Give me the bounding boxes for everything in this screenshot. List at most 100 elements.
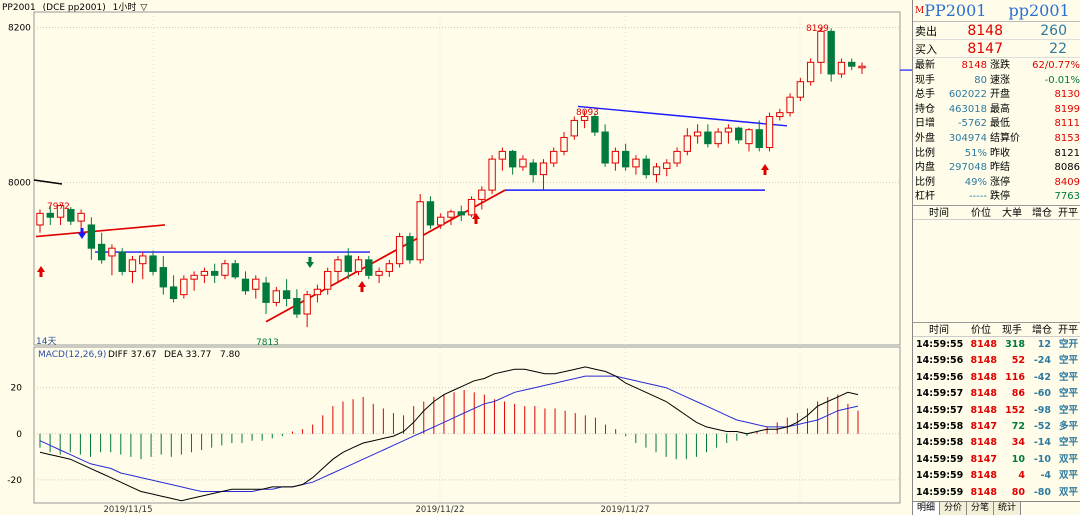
buy-label: 买入: [915, 42, 937, 56]
diff-line: [39, 366, 859, 502]
candle-body: [324, 270, 332, 290]
bottom-tabs: 明细 分价 分笔 统计: [913, 501, 1080, 515]
tick-row: 14:59:59 8148 80 -80 双平: [913, 485, 1080, 501]
stat-value: -5762: [957, 118, 987, 130]
column-header: 价位: [971, 207, 991, 219]
tick-vol: 86: [1011, 388, 1025, 400]
candle-body: [210, 270, 219, 276]
stat-label: 最新: [915, 60, 935, 71]
candle-body: [200, 270, 209, 276]
tick-chg: 12: [1037, 339, 1051, 350]
tick-time: 14:59:57: [916, 404, 964, 416]
tab[interactable]: 分笔: [967, 502, 995, 515]
candle-body: [498, 150, 507, 160]
candle-body: [128, 259, 137, 272]
tick-vol: 116: [1005, 371, 1025, 383]
candle-body: [858, 65, 866, 69]
candle-body: [282, 290, 291, 300]
tick-chg: -98: [1033, 404, 1051, 416]
candle-body: [591, 116, 599, 133]
tick-chg: -10: [1033, 453, 1051, 465]
tab[interactable]: 明细: [913, 502, 941, 515]
stat-label: 杠杆: [915, 191, 935, 203]
stat-value: 8199: [1054, 103, 1080, 115]
price-annotation: 7972: [47, 202, 70, 212]
candle-body: [848, 61, 856, 67]
tick-chg: -80: [1033, 486, 1051, 498]
tick-type: 双平: [1058, 453, 1078, 465]
tick-time: 14:59:58: [916, 420, 964, 432]
candle-body: [334, 259, 342, 272]
tick-chg: -42: [1033, 371, 1051, 383]
candle-body: [262, 282, 270, 303]
buy-signal-arrow: [358, 281, 366, 292]
price-axis-label: 8200: [8, 23, 31, 33]
stat-label: 最低: [990, 118, 1010, 130]
chart-area[interactable]: PP2001 (DCE pp2001) 1小时 ▽ 8200 8000 7972 809…: [0, 0, 912, 515]
candle-body: [673, 150, 681, 164]
candle-body: [118, 251, 126, 272]
stat-value: 51%: [964, 147, 987, 159]
stat-label: 持仓: [915, 103, 935, 115]
tick-price: 8148: [970, 355, 997, 367]
candle-body: [344, 255, 352, 272]
stats-grid: 最新 8148 涨跌 62/0.77% 现手 80 速涨 -0.01% 总手 602022 开盘 81…: [913, 58, 1080, 205]
candle-body: [416, 201, 424, 261]
candle-body: [437, 216, 445, 226]
stat-value: 8086: [1054, 162, 1080, 174]
candlestick-chart[interactable]: 8200 8000 7972 8093 8199 7813 14天 20 0 -20 MACD(12…: [0, 0, 912, 515]
period-label: 14天: [36, 337, 56, 347]
candle-body: [837, 61, 846, 75]
column-header: 大单: [1002, 207, 1022, 219]
buy-signal-arrow: [761, 164, 769, 175]
tick-row: 14:59:56 8148 116 -42 空平: [913, 370, 1080, 386]
date-axis-label: 2019/11/15: [104, 505, 153, 515]
candle-body: [580, 116, 589, 121]
candle-body: [87, 224, 96, 249]
tick-time: 14:59:56: [916, 371, 964, 383]
candle-body: [806, 61, 815, 83]
chevron-down-icon[interactable]: ▽: [140, 3, 148, 13]
tick-chg: -60: [1033, 388, 1051, 400]
price-annotation: 8093: [576, 108, 599, 118]
chart-title-bar: PP2001 (DCE pp2001) 1小时 ▽: [2, 0, 151, 13]
stat-label: 结算价: [990, 132, 1020, 144]
sell-volume: 260: [1040, 22, 1067, 39]
tick-row: 14:59:58 8148 34 -14 空平: [913, 435, 1080, 451]
candle-body: [365, 259, 373, 276]
tab[interactable]: 统计: [994, 502, 1022, 515]
candle-body: [519, 158, 527, 168]
candle-body: [77, 212, 85, 222]
stat-label: 跌停: [990, 191, 1010, 203]
stat-label: 现手: [915, 74, 935, 86]
candle-body: [457, 211, 465, 216]
tick-vol: 10: [1011, 453, 1025, 465]
stat-value: 80: [974, 74, 987, 86]
tick-row: 14:59:56 8148 52 -24 空平: [913, 353, 1080, 369]
buy-signal-arrow: [37, 266, 45, 277]
candle-body: [221, 263, 229, 276]
candle-body: [46, 212, 54, 218]
candle-body: [190, 274, 198, 280]
tick-type: 空平: [1058, 371, 1078, 383]
tick-vol: 72: [1011, 420, 1025, 432]
tick-header: 时间 价位 现手 增仓 开平: [913, 322, 1080, 337]
tick-vol: 34: [1011, 437, 1025, 449]
tick-time: 14:59:59: [916, 470, 964, 482]
candle-body: [467, 198, 476, 216]
buy-price: 8147: [967, 40, 1003, 57]
tab[interactable]: 分价: [940, 502, 968, 515]
tick-time: 14:59:58: [916, 437, 964, 449]
date-axis-label: 2019/11/27: [601, 505, 650, 515]
tick-type: 空开: [1058, 339, 1078, 350]
period-selector[interactable]: 1小时: [112, 3, 137, 13]
main-frame: [33, 11, 901, 346]
stat-label: 比例: [915, 176, 935, 188]
candle-body: [406, 236, 414, 261]
sell-signal-arrow: [78, 228, 86, 239]
candle-body: [776, 112, 784, 118]
candle-body: [169, 286, 178, 300]
column-header: 现手: [1002, 325, 1022, 336]
sell-label: 卖出: [915, 24, 937, 38]
column-header: 时间: [929, 207, 949, 219]
